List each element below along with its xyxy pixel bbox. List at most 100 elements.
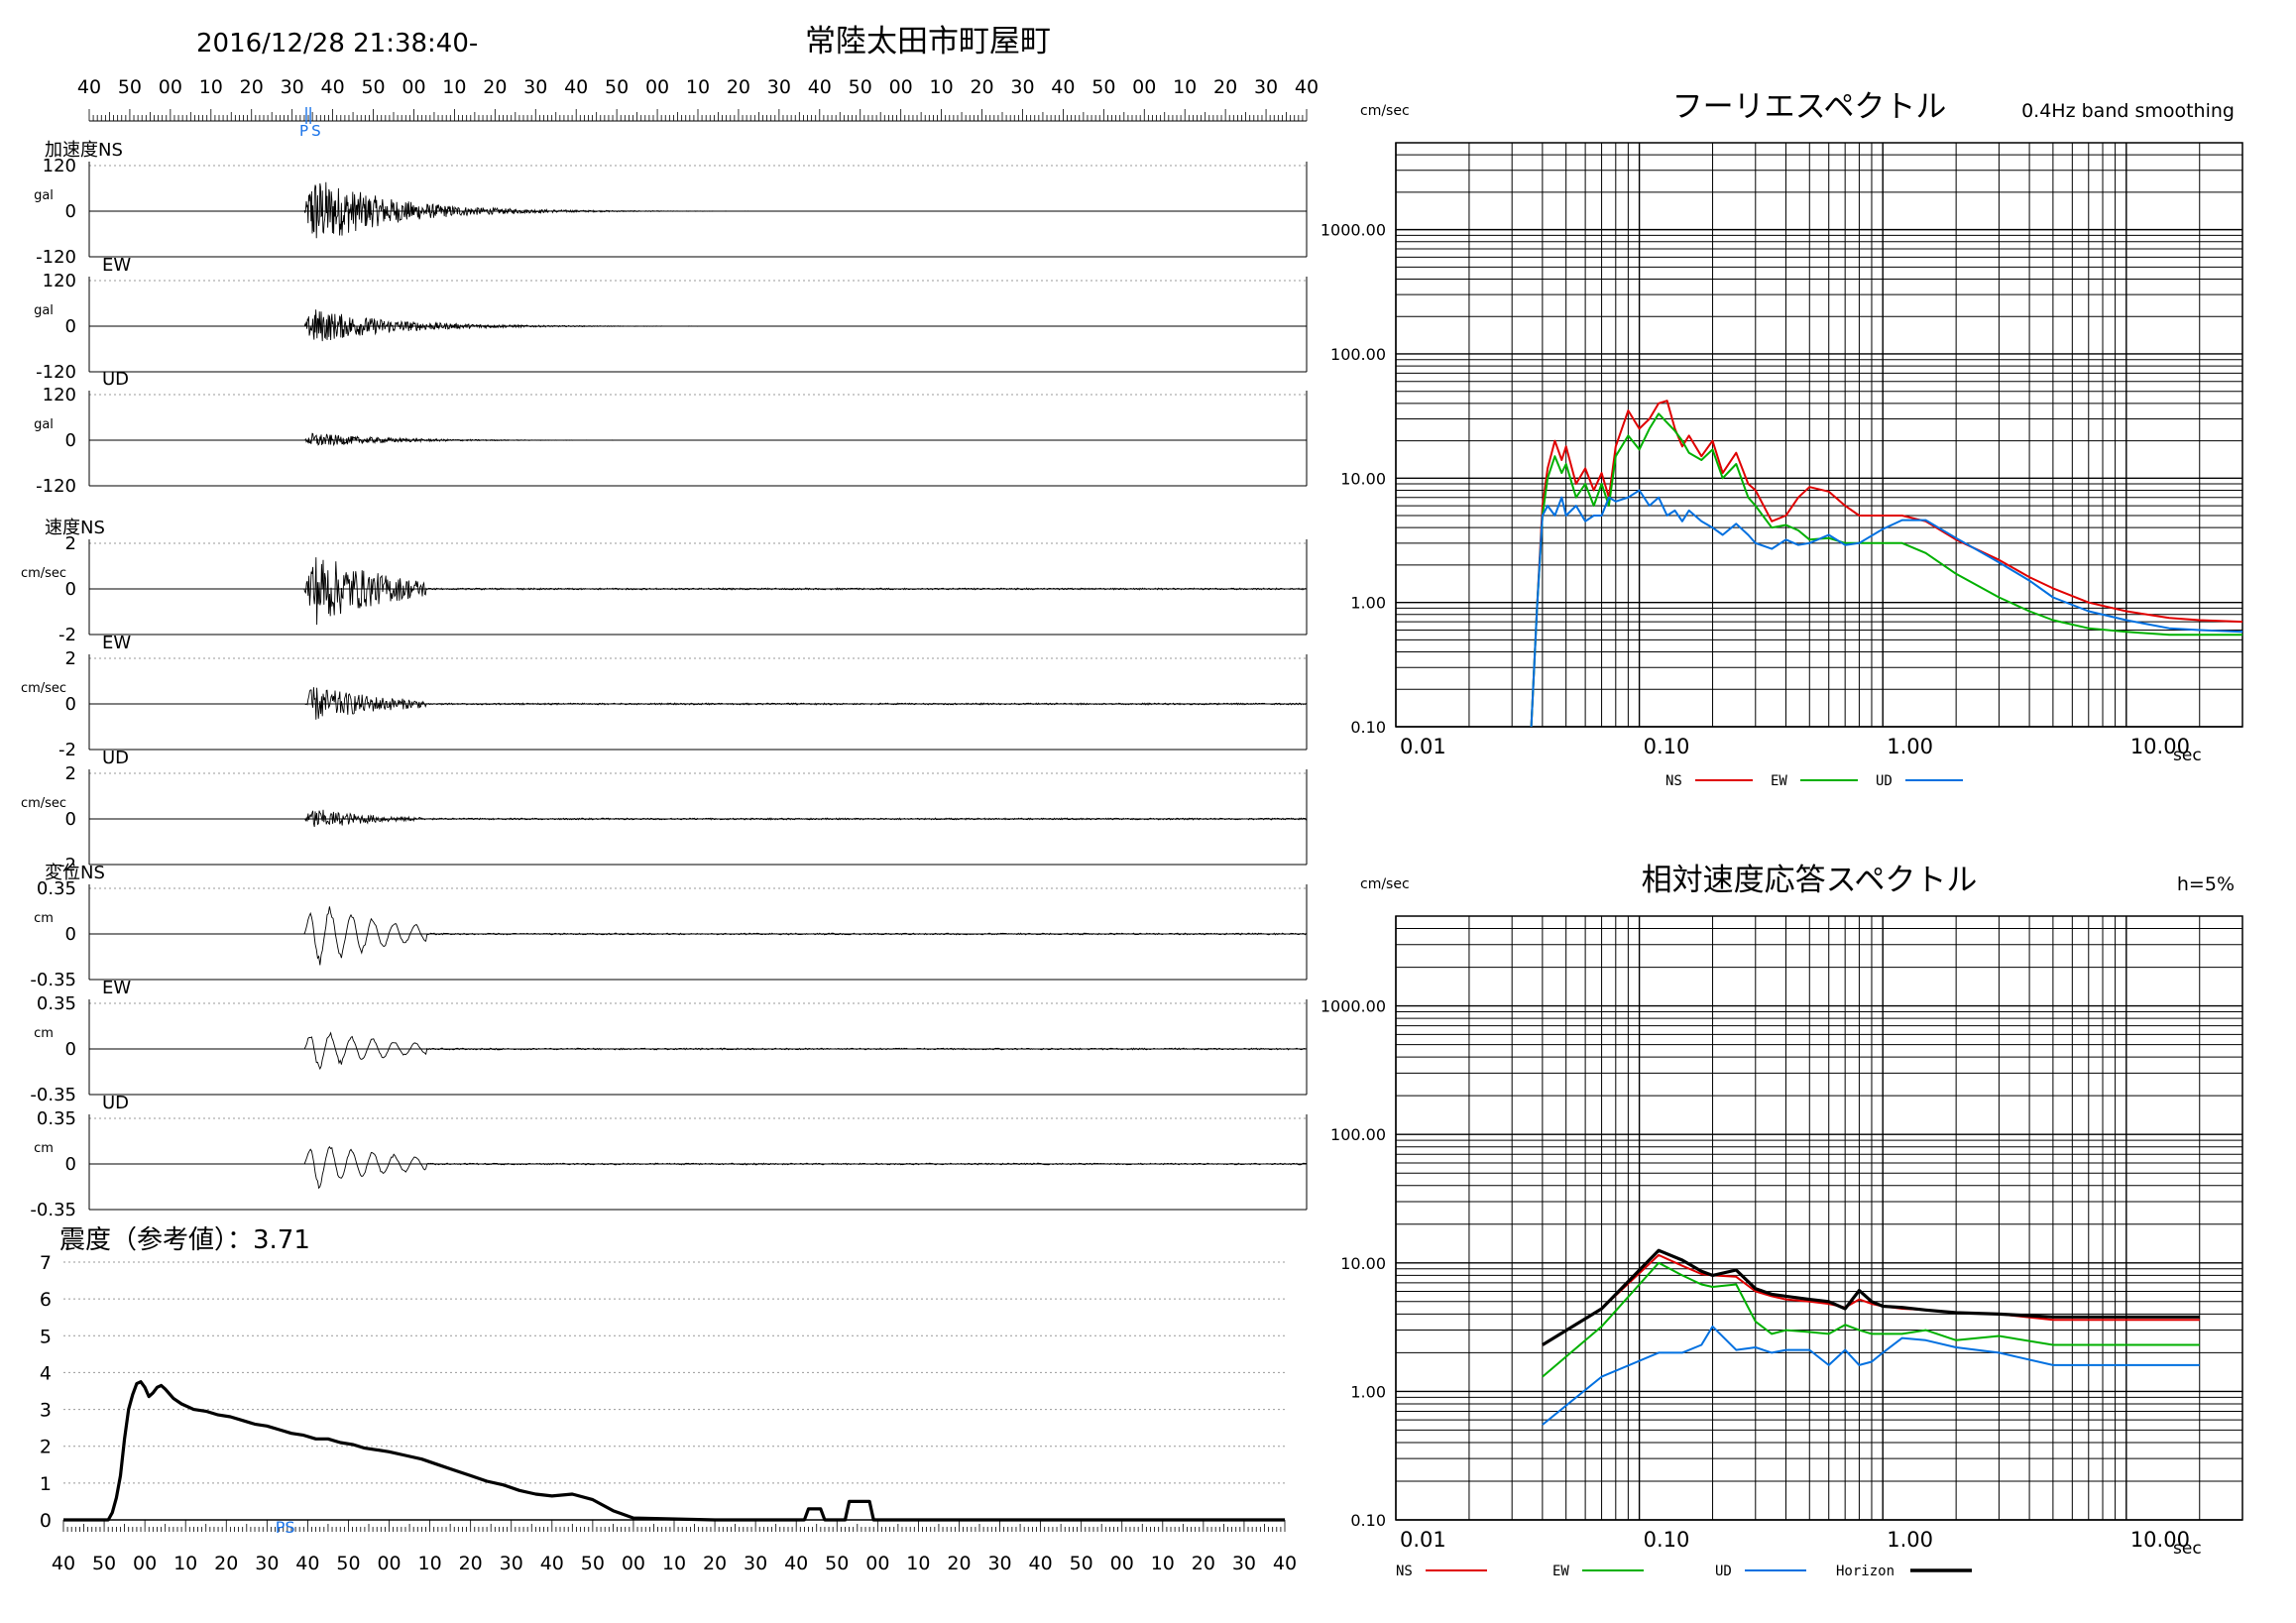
- time-tick-label: 50: [849, 76, 872, 98]
- time-tick-label: 20: [727, 76, 750, 98]
- panel-unit: cm/sec: [21, 566, 66, 581]
- x-tick-label: 0.01: [1400, 1528, 1446, 1552]
- intensity-time-label: 50: [336, 1553, 360, 1574]
- time-tick-label: 00: [889, 76, 913, 98]
- axis-zero-label: 0: [65, 1039, 76, 1060]
- panel-unit: cm: [34, 1141, 54, 1156]
- waveform-trace: [89, 557, 1308, 626]
- ps-arrival-label: PS: [276, 1518, 295, 1537]
- intensity-time-label: 50: [825, 1553, 849, 1574]
- waveform-trace: [89, 1031, 1307, 1071]
- intensity-time-label: 10: [1151, 1553, 1175, 1574]
- time-tick-label: 20: [970, 76, 993, 98]
- x-tick-label: 0.10: [1644, 1528, 1690, 1552]
- spectrum-note: 0.4Hz band smoothing: [2021, 100, 2235, 122]
- time-tick-label: 20: [1213, 76, 1237, 98]
- waveform-trace: [89, 309, 1307, 342]
- intensity-tick-label: 4: [40, 1362, 52, 1384]
- intensity-time-label: 10: [906, 1553, 930, 1574]
- legend-label: EW: [1771, 773, 1787, 789]
- intensity-line: [63, 1380, 1285, 1522]
- intensity-time-label: 40: [540, 1553, 564, 1574]
- time-tick-label: 10: [686, 76, 710, 98]
- legend-label: NS: [1396, 1564, 1413, 1579]
- waveform-trace: [89, 1145, 1307, 1190]
- intensity-time-label: 00: [1110, 1553, 1134, 1574]
- series-line-ew: [1542, 1261, 2200, 1378]
- axis-max-label: 120: [43, 156, 76, 176]
- axis-zero-label: 0: [65, 924, 76, 945]
- intensity-time-label: 10: [173, 1553, 197, 1574]
- time-tick-label: 10: [930, 76, 954, 98]
- panel-unit: gal: [34, 303, 54, 318]
- time-tick-label: 50: [118, 76, 142, 98]
- axis-max-label: 2: [65, 648, 76, 669]
- panel-unit: gal: [34, 417, 54, 432]
- time-tick-label: 50: [1091, 76, 1115, 98]
- legend-label: UD: [1715, 1564, 1732, 1579]
- panel-label: UD: [102, 369, 129, 390]
- panel-unit: gal: [34, 188, 54, 203]
- panel-label: 変位NS: [45, 863, 105, 883]
- waveform-panel: 加速度NS gal 120 0 -120: [34, 140, 1308, 268]
- response-spectrum-chart: 相対速度応答スペクトル h=5% cm/sec sec 1000.00 100.00 10.…: [1320, 863, 2243, 1579]
- series-line-ns: [1530, 400, 2243, 728]
- intensity-time-label: 20: [703, 1553, 727, 1574]
- y-unit-label: cm/sec: [1360, 103, 1410, 119]
- time-tick-label: 30: [767, 76, 791, 98]
- y-unit-label: cm/sec: [1360, 876, 1410, 892]
- intensity-tick-label: 3: [40, 1400, 52, 1422]
- time-tick-label: 10: [1173, 76, 1197, 98]
- intensity-tick-label: 5: [40, 1326, 52, 1347]
- x-tick-label: 10.00: [2130, 735, 2190, 758]
- x-tick-label: 0.10: [1644, 735, 1690, 758]
- event-datetime: 2016/12/28 21:38:40-: [196, 29, 478, 58]
- axis-max-label: 120: [43, 271, 76, 291]
- x-unit-label: sec: [2173, 746, 2202, 765]
- y-tick-label: 1000.00: [1320, 997, 1386, 1016]
- axis-max-label: 2: [65, 763, 76, 784]
- y-tick-label: 0.10: [1350, 1511, 1386, 1530]
- s-arrival-label: S: [311, 122, 321, 140]
- legend-label: EW: [1552, 1564, 1569, 1579]
- intensity-time-label: 50: [1070, 1553, 1093, 1574]
- time-tick-label: 40: [321, 76, 345, 98]
- axis-max-label: 0.35: [37, 993, 76, 1014]
- panel-label: 速度NS: [45, 518, 105, 538]
- intensity-time-label: 20: [459, 1553, 483, 1574]
- panel-label: 加速度NS: [45, 140, 123, 161]
- intensity-time-label: 00: [133, 1553, 157, 1574]
- x-tick-label: 10.00: [2130, 1528, 2190, 1552]
- intensity-time-label: 40: [1029, 1553, 1053, 1574]
- intensity-time-label: 30: [744, 1553, 767, 1574]
- time-tick-label: 20: [240, 76, 264, 98]
- intensity-time-label: 50: [92, 1553, 116, 1574]
- legend-label: NS: [1665, 773, 1682, 789]
- time-tick-label: 30: [1254, 76, 1278, 98]
- y-tick-label: 10.00: [1340, 1254, 1386, 1273]
- waveform-trace: [89, 181, 1307, 239]
- x-tick-label: 1.00: [1887, 1528, 1933, 1552]
- legend-label: UD: [1876, 773, 1893, 789]
- intensity-time-label: 00: [377, 1553, 401, 1574]
- series-line-ud: [1530, 489, 2243, 728]
- axis-zero-label: 0: [65, 1154, 76, 1175]
- time-tick-label: 40: [1051, 76, 1075, 98]
- intensity-tick-label: 0: [40, 1510, 52, 1532]
- spectrum-note: h=5%: [2177, 873, 2235, 895]
- intensity-time-label: 40: [784, 1553, 808, 1574]
- waveform-panel: EW gal 120 0 -120: [34, 255, 1308, 383]
- panel-label: EW: [102, 255, 131, 276]
- intensity-tick-label: 2: [40, 1437, 52, 1458]
- intensity-time-label: 30: [255, 1553, 279, 1574]
- intensity-time-label: 40: [52, 1553, 75, 1574]
- y-tick-label: 1.00: [1350, 1382, 1386, 1401]
- station-name: 常陸太田市町屋町: [805, 24, 1051, 59]
- intensity-label: 震度（参考値）：3.71: [59, 1225, 310, 1255]
- panel-label: EW: [102, 633, 131, 653]
- series-line-horizon: [1542, 1248, 2200, 1346]
- time-tick-label: 40: [808, 76, 832, 98]
- waveform-panels: 加速度NS gal 120 0 -120 EW gal 120 0 -120 UD gal 120 0 -1…: [21, 140, 1308, 1220]
- intensity-time-label: 10: [662, 1553, 686, 1574]
